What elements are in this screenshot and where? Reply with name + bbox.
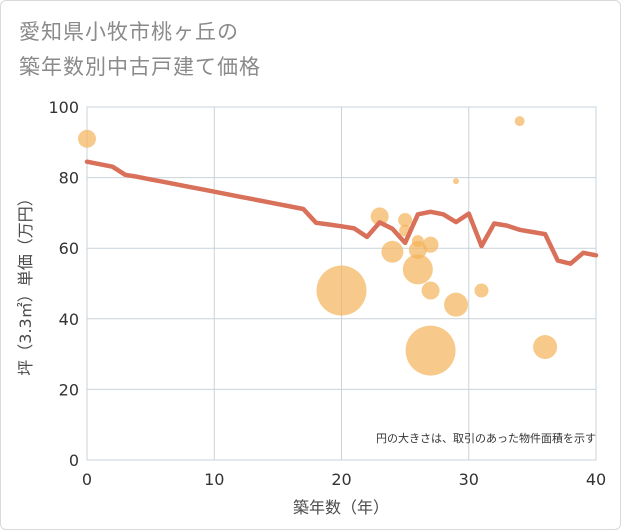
bubbles (78, 116, 558, 376)
trend-line (84, 159, 599, 266)
data-bubble (444, 292, 469, 317)
chart-title-line-1: 愛知県小牧市桃ヶ丘の (19, 20, 239, 44)
data-bubble (422, 236, 439, 253)
data-bubble (474, 283, 489, 298)
data-bubble (316, 265, 367, 316)
data-bubble (398, 212, 413, 227)
y-axis-label: 坪（3.3㎡）単価（万円） (16, 190, 35, 375)
x-tick-label: 30 (459, 470, 479, 489)
x-tick-label: 0 (82, 470, 92, 489)
x-tick-label: 20 (331, 470, 351, 489)
trend-line-group (84, 159, 599, 266)
x-tick-label: 10 (204, 470, 224, 489)
data-bubble (402, 254, 433, 285)
data-bubble (78, 129, 96, 148)
bubble-size-note: 円の大きさは、取引のあった物件面積を示す (376, 431, 596, 445)
data-bubble (533, 335, 558, 360)
y-tick-label: 60 (59, 239, 79, 258)
data-bubble (514, 116, 525, 127)
y-tick-label: 40 (59, 310, 79, 329)
data-bubble (421, 281, 440, 300)
data-bubble (370, 207, 389, 226)
chart-title-line-2: 築年数別中古戸建て価格 (19, 55, 261, 79)
y-tick-label: 80 (59, 169, 79, 188)
x-axis-label: 築年数（年） (293, 498, 389, 517)
data-bubble (381, 240, 404, 263)
gridlines (86, 106, 597, 461)
y-tick-label: 100 (48, 98, 79, 117)
data-bubble (408, 240, 427, 259)
y-tick-label: 20 (59, 380, 79, 399)
tick-labels: 0 10 20 30 40 0 20 40 60 80 100 (48, 98, 606, 489)
y-tick-label: 0 (69, 451, 79, 470)
data-bubble (405, 325, 456, 376)
chart-title: 愛知県小牧市桃ヶ丘の 築年数別中古戸建て価格 (19, 15, 261, 85)
x-tick-label: 40 (586, 470, 606, 489)
plot-border (86, 106, 597, 461)
data-bubble (453, 178, 460, 185)
